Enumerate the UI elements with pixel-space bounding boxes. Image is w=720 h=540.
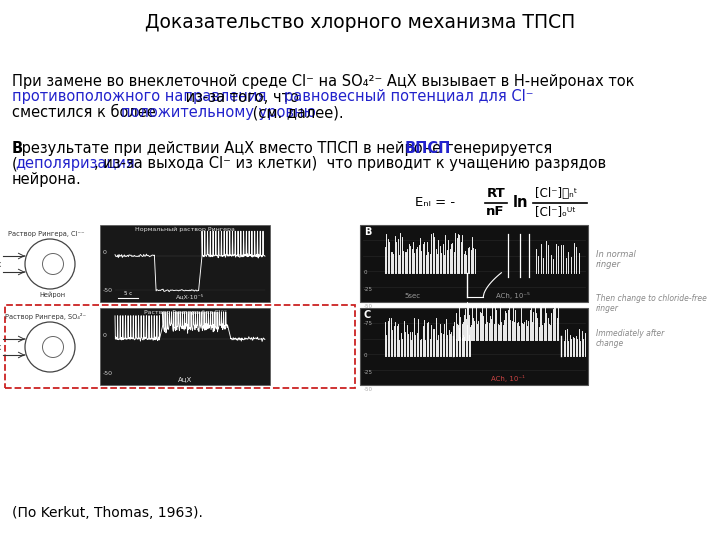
Text: деполяризация: деполяризация <box>15 156 135 171</box>
Text: 5sec: 5sec <box>405 293 420 299</box>
Text: -25: -25 <box>364 287 373 292</box>
Text: В: В <box>12 140 23 156</box>
Text: положительному уровню: положительному уровню <box>121 105 316 120</box>
Text: -50: -50 <box>364 304 373 309</box>
Text: результате при действии АцХ вместо ТПСП в нейроне генерируется: результате при действии АцХ вместо ТПСП … <box>17 140 557 156</box>
Text: B: B <box>364 227 372 237</box>
Text: ACh, 10⁻⁵: ACh, 10⁻⁵ <box>496 292 530 299</box>
Text: (см. далее).: (см. далее). <box>248 105 343 120</box>
Bar <box>5 305 355 388</box>
Text: [Cl⁻]ₒᵁᵗ: [Cl⁻]ₒᵁᵗ <box>535 205 576 218</box>
Text: 0: 0 <box>103 250 107 255</box>
Text: АцХ: АцХ <box>178 376 192 382</box>
Text: In normal
ringer: In normal ringer <box>596 250 636 269</box>
Text: -50: -50 <box>103 288 113 293</box>
Text: АцХ·10⁻⁵: АцХ·10⁻⁵ <box>176 293 204 299</box>
Text: ВПСП: ВПСП <box>405 140 451 156</box>
Text: При замене во внеклеточной среде Cl⁻ на SO₄²⁻ АцХ вызывает в Н-нейронах ток: При замене во внеклеточной среде Cl⁻ на … <box>12 74 634 89</box>
Text: -25: -25 <box>364 370 373 375</box>
Text: 5 с: 5 с <box>124 291 132 296</box>
Text: Нормальный раствор Рингера: Нормальный раствор Рингера <box>135 227 235 232</box>
Text: (По Kerkut, Thomas, 1963).: (По Kerkut, Thomas, 1963). <box>12 506 203 520</box>
Text: ln: ln <box>513 195 528 210</box>
Text: сместился к более: сместился к более <box>12 105 161 120</box>
Bar <box>360 225 588 302</box>
Text: Eₙₗ = -: Eₙₗ = - <box>415 196 455 209</box>
Text: ACh, 10⁻¹: ACh, 10⁻¹ <box>491 375 525 382</box>
Text: -50: -50 <box>364 387 373 392</box>
Text: из-за того, что: из-за того, что <box>181 90 304 105</box>
Text: Раствор Рингера без Cl⁻⁻: Раствор Рингера без Cl⁻⁻ <box>143 310 227 315</box>
Text: Раствор Рингера, Cl⁻⁻: Раствор Рингера, Cl⁻⁻ <box>8 231 84 237</box>
Text: 0: 0 <box>103 333 107 338</box>
Text: (: ( <box>12 156 18 171</box>
Text: равновесный потенциал для Cl⁻: равновесный потенциал для Cl⁻ <box>284 90 534 105</box>
Bar <box>100 225 270 302</box>
Text: АцХ: АцХ <box>0 261 2 267</box>
Text: [Cl⁻]ᴤₙᵗ: [Cl⁻]ᴤₙᵗ <box>535 187 577 200</box>
Text: Доказательство хлорного механизма ТПСП: Доказательство хлорного механизма ТПСП <box>145 13 575 32</box>
Text: Then change to chloride-free
ringer: Then change to chloride-free ringer <box>596 294 707 313</box>
Text: Immediately after
change: Immediately after change <box>596 329 665 348</box>
Text: Нейрон: Нейрон <box>39 291 65 298</box>
Text: C: C <box>364 310 372 320</box>
Text: RT: RT <box>487 187 505 200</box>
Text: , из-за выхода Cl⁻ из клетки)  что приводит к учащению разрядов: , из-за выхода Cl⁻ из клетки) что привод… <box>94 156 606 171</box>
Text: Раствор Рингера, SO₄²⁻: Раствор Рингера, SO₄²⁻ <box>6 313 86 320</box>
Text: 0: 0 <box>364 270 367 275</box>
Text: nF: nF <box>486 205 505 218</box>
Text: -50: -50 <box>103 371 113 376</box>
Bar <box>360 308 588 385</box>
Bar <box>100 308 270 385</box>
Text: АцХ: АцХ <box>0 344 2 350</box>
Text: 0: 0 <box>364 353 367 358</box>
Text: -75: -75 <box>364 321 373 326</box>
Text: нейрона.: нейрона. <box>12 172 82 187</box>
Text: противоположного направления: противоположного направления <box>12 90 266 105</box>
